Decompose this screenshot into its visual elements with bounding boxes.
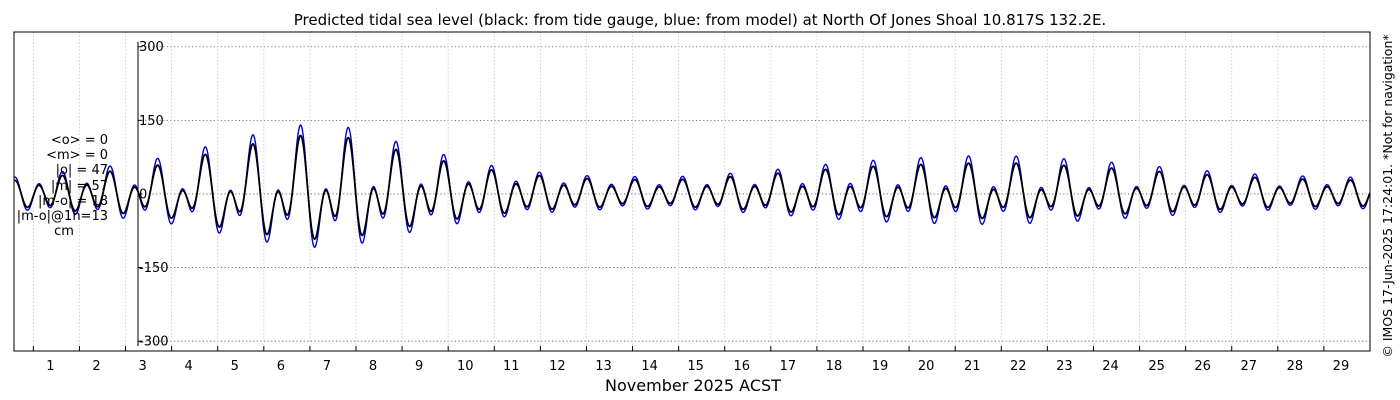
y-tick-label: 150 [139,114,164,129]
grid-lines [32,32,1370,351]
x-tick-label: 17 [780,359,797,374]
y-tick-label: 300 [139,40,164,55]
x-tick-label: 9 [415,359,423,374]
x-tick-label: 26 [1194,359,1211,374]
stat-abs-model: |m| = 57 [50,178,108,194]
x-axis: 1 2 3 4 5 6 7 8 9 10 11 12 13 14 15 16 17 18 19 20 21 22 23 24 2… [32,346,1350,374]
x-tick-label: 11 [503,359,520,374]
x-tick-label: 21 [964,359,981,374]
x-axis-label: November 2025 ACST [605,376,781,395]
stat-abs-obs: |o| = 47 [55,163,108,179]
x-tick-label: 4 [185,359,193,374]
stat-units: cm [54,224,74,240]
stat-abs-diff: |m-o| = 18 [37,193,108,209]
statistics-panel: <o> = 0 <m> = 0 |o| = 47 |m| = 57 |m-o| … [2,133,108,239]
plot-series [13,124,1371,248]
x-tick-label: 13 [595,359,612,374]
credit-text: © IMOS 17-Jun-2025 17:24:01. *Not for na… [1380,34,1395,357]
x-tick-label: 19 [872,359,889,374]
x-tick-label: 1 [46,359,54,374]
x-tick-label: 22 [1010,359,1027,374]
x-tick-label: 6 [277,359,285,374]
x-tick-label: 14 [641,359,658,374]
x-tick-label: 24 [1102,359,1119,374]
y-tick-label: 0 [139,187,147,202]
gauge-series-line [13,134,1371,240]
x-tick-label: 20 [918,359,935,374]
x-tick-label: 18 [826,359,843,374]
y-axis: 300 150 0 -150 -300 [137,40,169,350]
x-tick-label: 5 [231,359,239,374]
x-tick-label: 28 [1287,359,1304,374]
x-tick-label: 29 [1333,359,1350,374]
x-tick-label: 23 [1056,359,1073,374]
x-tick-label: 2 [92,359,100,374]
y-tick-label: -150 [139,261,169,276]
x-tick-label: 25 [1148,359,1165,374]
y-tick-label: -300 [139,335,169,350]
stat-mean-model: <m> = 0 [46,148,108,164]
x-tick-label: 27 [1240,359,1257,374]
x-tick-label: 3 [138,359,146,374]
x-tick-label: 10 [457,359,474,374]
x-tick-label: 8 [369,359,377,374]
plot-frame [13,31,1371,352]
stat-abs-diff-1h: |m-o|@1h=13 [16,209,108,225]
stat-mean-obs: <o> = 0 [50,133,108,148]
x-tick-label: 16 [733,359,750,374]
x-tick-label: 7 [323,359,331,374]
chart-title: Predicted tidal sea level (black: from t… [294,11,1106,29]
x-tick-label: 15 [687,359,704,374]
x-tick-label: 12 [549,359,566,374]
